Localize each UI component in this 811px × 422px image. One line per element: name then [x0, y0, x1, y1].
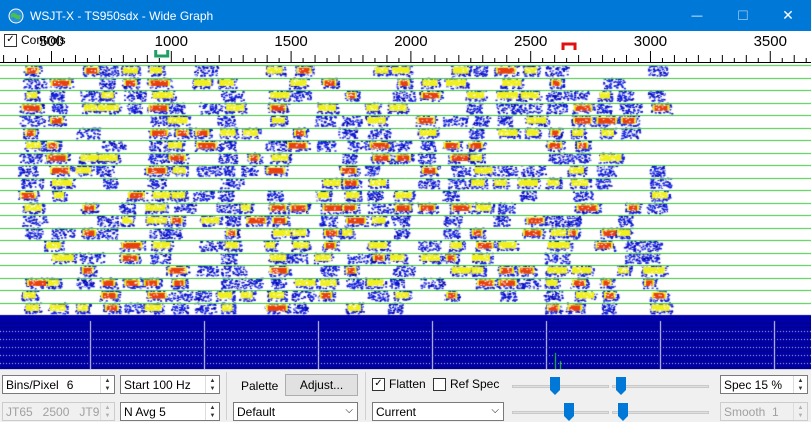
slider-thumb-icon[interactable]	[550, 377, 560, 395]
ref-spec-checkbox[interactable]: Ref Spec	[433, 377, 499, 391]
bins-per-pixel-value: 6	[66, 377, 74, 392]
slider-thumb-icon[interactable]	[616, 377, 626, 395]
n-avg-spinbox[interactable]: N Avg 5 ▲ ▼	[120, 402, 220, 421]
frequency-scale-svg: 500 1000 1500 2000 2500 3000 3500	[3, 33, 807, 63]
title-bar: WSJT-X - TS950sdx - Wide Graph — ☐ ✕	[0, 0, 811, 31]
chevron-down-icon: ⌵	[491, 405, 499, 416]
window-title: WSJT-X - TS950sdx - Wide Graph	[30, 8, 214, 23]
scale-tick-label: 1000	[155, 33, 188, 50]
tx-frequency-marker-icon[interactable]	[561, 42, 577, 50]
spectrum-type-combobox[interactable]: Current ⌵	[372, 402, 504, 421]
spec-percent-label: Spec 15 %	[724, 377, 783, 392]
spin-arrows-icon[interactable]: ▲ ▼	[793, 376, 807, 393]
slider-thumb-icon[interactable]	[564, 403, 574, 421]
start-frequency-spinbox[interactable]: Start 100 Hz ▲ ▼	[120, 375, 220, 394]
controls-checkbox-label: Controls	[21, 33, 66, 47]
flatten-checkbox[interactable]: ✓ Flatten	[372, 377, 426, 391]
spec-percent-spinbox[interactable]: Spec 15 % ▲ ▼	[720, 375, 808, 394]
palette-label: Palette	[241, 379, 279, 393]
spin-arrows-icon: ▲ ▼	[100, 403, 114, 420]
bins-per-pixel-spinbox[interactable]: Bins/Pixel 6 ▲ ▼	[2, 375, 115, 394]
adjust-button[interactable]: Adjust...	[285, 374, 358, 396]
waterfall-canvas[interactable]	[0, 63, 811, 369]
spin-arrows-icon: ▲ ▼	[793, 403, 807, 420]
mode-label: JT65 2500 JT9	[6, 404, 100, 419]
wsjtx-globe-icon	[8, 8, 24, 23]
maximize-button[interactable]: ☐	[720, 0, 766, 31]
scale-tick-label: 1500	[274, 33, 307, 50]
ref-spec-label: Ref Spec	[450, 377, 500, 391]
bins-per-pixel-label: Bins/Pixel	[6, 377, 59, 392]
frequency-scale[interactable]: 500 1000 1500 2000 2500 3000 3500	[0, 31, 811, 63]
smooth-spinbox: Smooth 1 ▲ ▼	[720, 402, 808, 421]
scale-tick-label: 3500	[754, 33, 787, 50]
palette-combobox[interactable]: Default ⌵	[233, 402, 358, 421]
slider-thumb-icon[interactable]	[618, 403, 628, 421]
separator	[226, 372, 227, 420]
spin-arrows-icon[interactable]: ▲ ▼	[205, 403, 219, 420]
slider-track	[512, 411, 609, 414]
controls-panel: Bins/Pixel 6 ▲ ▼ Start 100 Hz ▲ ▼ JT65 250…	[0, 369, 811, 421]
separator	[365, 372, 366, 420]
spin-arrows-icon[interactable]: ▲ ▼	[205, 376, 219, 393]
scale-tick-label: 3000	[634, 33, 667, 50]
spectrum-zero-slider[interactable]	[512, 402, 609, 422]
spectrum-gain-slider[interactable]	[612, 402, 709, 422]
spin-arrows-icon[interactable]: ▲ ▼	[100, 376, 114, 393]
close-button[interactable]: ✕	[765, 0, 811, 31]
close-icon: ✕	[782, 7, 794, 23]
ref-spec-checkbox-box[interactable]	[433, 377, 446, 391]
palette-value: Default	[237, 404, 276, 419]
start-frequency-label: Start 100 Hz	[124, 377, 191, 392]
scale-tick-label: 500	[39, 33, 64, 50]
maximize-icon: ☐	[737, 7, 749, 23]
controls-checkbox-box[interactable]: ✓	[4, 33, 17, 47]
gain-slider[interactable]	[612, 376, 709, 396]
slider-track	[612, 411, 709, 414]
scale-tick-label: 2500	[514, 33, 547, 50]
chevron-down-icon: ⌵	[345, 405, 353, 416]
n-avg-label: N Avg 5	[124, 404, 166, 419]
flatten-label: Flatten	[389, 377, 426, 391]
waterfall-display[interactable]	[0, 63, 811, 369]
mode-spinbox: JT65 2500 JT9 ▲ ▼	[2, 402, 115, 421]
flatten-checkbox-box[interactable]: ✓	[372, 377, 385, 391]
minimize-button[interactable]: —	[674, 0, 720, 31]
minimize-icon: —	[691, 9, 703, 22]
spectrum-type-value: Current	[376, 404, 417, 419]
smooth-label: Smooth 1	[724, 404, 779, 419]
controls-checkbox[interactable]: ✓ Controls	[4, 33, 66, 47]
zero-slider[interactable]	[512, 376, 609, 396]
rx-frequency-marker-icon[interactable]	[154, 50, 170, 58]
slider-track	[612, 385, 709, 388]
scale-tick-label: 2000	[394, 33, 427, 50]
slider-track	[512, 385, 609, 388]
